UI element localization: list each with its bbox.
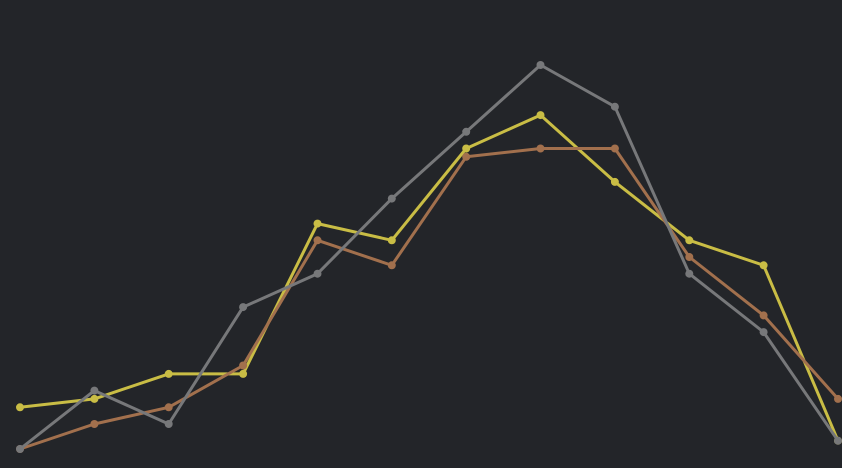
series-3 (16, 61, 842, 453)
series-2-line (18, 147, 840, 451)
series-3-point-9 (610, 102, 619, 111)
series-1-point-3 (164, 369, 173, 378)
series-2-point-10 (685, 253, 694, 261)
series-2-point-2 (90, 420, 99, 428)
series-1-line (18, 113, 840, 443)
series-1-point-8 (536, 111, 545, 120)
series-1 (16, 111, 842, 445)
series-1-point-4 (239, 369, 248, 378)
series-2-point-12 (834, 394, 842, 403)
series-2-point-6 (387, 261, 396, 270)
series-1-point-10 (685, 236, 694, 245)
series-2-point-5 (313, 236, 322, 245)
series-1-point-9 (610, 177, 619, 186)
series-1-point-6 (387, 236, 396, 245)
series-1-point-7 (462, 144, 471, 153)
series-2-point-3 (164, 403, 173, 412)
series-2-point-8 (536, 144, 545, 153)
series-3-point-8 (536, 61, 545, 69)
series-3-point-1 (16, 445, 24, 453)
series-3-point-11 (759, 328, 768, 337)
series-3-point-10 (685, 269, 694, 278)
series-3-point-6 (387, 194, 396, 203)
series-3-point-3 (164, 420, 173, 428)
series-3-line (18, 63, 840, 451)
series-2-point-11 (759, 311, 768, 320)
series-3-point-7 (462, 127, 471, 136)
series-3-point-5 (313, 269, 322, 278)
series-3-point-2 (90, 386, 99, 395)
series-layer (16, 61, 842, 453)
series-1-point-1 (16, 403, 24, 412)
series-2-point-7 (462, 152, 471, 161)
series-3-point-4 (239, 303, 248, 312)
series-3-point-12 (834, 436, 842, 445)
series-1-point-2 (90, 394, 99, 403)
series-2-point-4 (239, 361, 248, 370)
series-2-point-9 (610, 144, 619, 153)
series-1-point-11 (759, 261, 768, 270)
series-1-point-5 (313, 219, 322, 228)
